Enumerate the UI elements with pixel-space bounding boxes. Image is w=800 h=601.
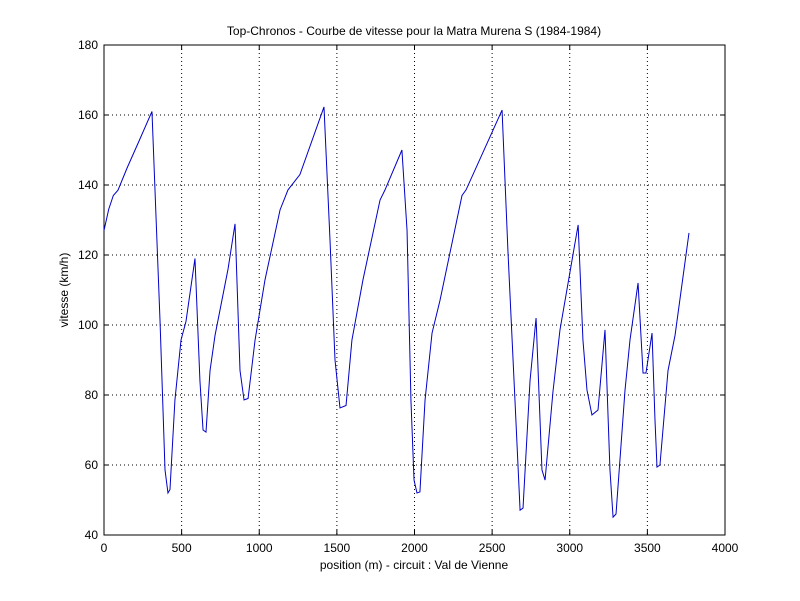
x-tick-label: 4000 xyxy=(712,541,739,555)
x-tick-label: 1500 xyxy=(324,541,351,555)
x-tick-label: 2500 xyxy=(479,541,506,555)
x-tick-label: 1000 xyxy=(246,541,273,555)
y-tick-label: 40 xyxy=(85,528,99,542)
y-tick-label: 60 xyxy=(85,458,99,472)
y-tick-label: 80 xyxy=(85,388,99,402)
x-tick-label: 0 xyxy=(101,541,108,555)
x-tick-label: 2000 xyxy=(401,541,428,555)
speed-line xyxy=(103,106,690,519)
x-axis-label: position (m) - circuit : Val de Vienne xyxy=(320,558,509,572)
y-tick-label: 120 xyxy=(78,248,98,262)
y-tick-label: 140 xyxy=(78,178,98,192)
y-tick-label: 100 xyxy=(78,318,98,332)
x-tick-label: 3000 xyxy=(556,541,583,555)
y-tick-label: 160 xyxy=(78,108,98,122)
axes-box xyxy=(103,44,726,536)
y-axis-label: vitesse (km/h) xyxy=(57,253,71,328)
x-tick-label: 500 xyxy=(172,541,192,555)
x-tick-label: 3500 xyxy=(634,541,661,555)
chart-title: Top-Chronos - Courbe de vitesse pour la … xyxy=(227,24,601,38)
y-tick-label: 180 xyxy=(78,38,98,52)
